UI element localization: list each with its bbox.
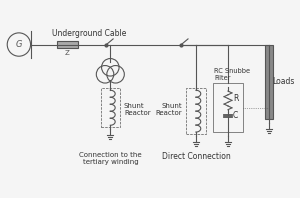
Text: Shunt
Reactor: Shunt Reactor [124, 103, 151, 116]
Text: C: C [233, 111, 238, 120]
Text: G: G [16, 40, 22, 49]
Text: Z: Z [65, 50, 70, 56]
Text: R: R [233, 94, 238, 103]
Text: Connection to the
tertiary winding: Connection to the tertiary winding [79, 152, 142, 166]
Text: RC Snubbe
Filter: RC Snubbe Filter [214, 69, 250, 82]
FancyBboxPatch shape [57, 41, 78, 49]
FancyBboxPatch shape [265, 45, 273, 119]
Text: Loads: Loads [273, 77, 295, 87]
Text: Shunt
Reactor: Shunt Reactor [156, 103, 182, 116]
Text: Underground Cable: Underground Cable [52, 29, 126, 38]
Text: Direct Connection: Direct Connection [161, 152, 230, 162]
